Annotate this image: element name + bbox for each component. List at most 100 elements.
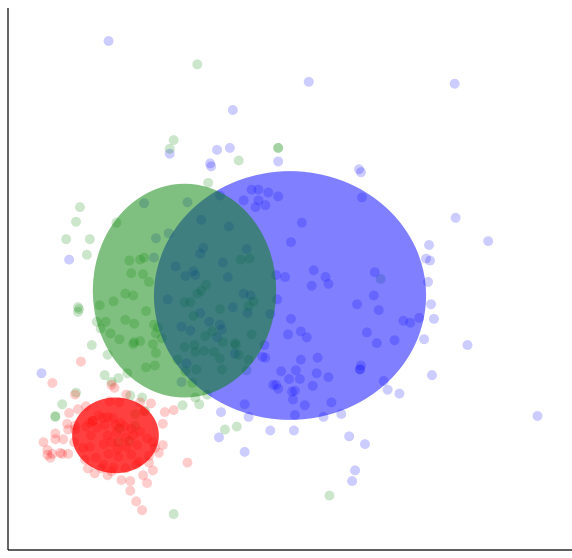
series-2-point [47, 377, 58, 388]
series-1-point [168, 135, 179, 146]
series-0-point [347, 476, 358, 487]
series-1-point [71, 387, 82, 398]
series-2-point [50, 428, 61, 439]
series-2-point [109, 382, 120, 393]
series-2-point [55, 447, 66, 458]
series-0-point [227, 104, 238, 115]
series-2-point [125, 476, 136, 487]
series-2-point [42, 449, 53, 460]
series-1-point [50, 410, 61, 421]
series-0-point [214, 432, 225, 443]
series-0-point [36, 368, 47, 379]
series-0-point [265, 425, 276, 436]
series-2-point [137, 505, 148, 516]
series-0-point [449, 78, 460, 89]
series-0-point [426, 299, 436, 310]
series-0-point [394, 388, 405, 399]
series-0-point [419, 334, 430, 345]
series-2-point [63, 424, 74, 435]
series-0-point [382, 384, 393, 395]
series-0-point [359, 439, 370, 450]
series-0-point [350, 465, 361, 476]
series-1-point [137, 392, 148, 403]
series-0-point [273, 156, 284, 167]
series-2-point [182, 457, 193, 468]
series-2-point [75, 356, 86, 367]
series-2-point [121, 389, 132, 400]
series-2-ellipse [72, 397, 159, 474]
series-2-point [159, 407, 170, 418]
series-0-point [354, 164, 365, 175]
series-0-point [344, 431, 355, 442]
series-0-point [164, 148, 175, 159]
series-0-point [212, 144, 223, 155]
series-1-point [81, 249, 92, 260]
series-1-point [203, 177, 214, 188]
series-0-point [426, 370, 437, 381]
series-0-point [355, 167, 366, 178]
series-2-point [57, 448, 68, 459]
series-1-point [71, 216, 82, 227]
series-1-point [273, 142, 284, 153]
series-2-point [153, 447, 164, 458]
series-1-point [106, 376, 117, 387]
series-1-point [231, 421, 242, 432]
series-2-point [47, 448, 58, 459]
series-2-point [125, 485, 136, 496]
series-0-point [532, 410, 543, 421]
series-1-point [73, 307, 84, 318]
series-1-point [113, 373, 124, 384]
series-2-point [168, 405, 179, 416]
series-0-point [421, 253, 432, 264]
series-0-point [483, 236, 494, 247]
series-0-point [288, 425, 299, 436]
series-2-point [145, 398, 156, 409]
series-2-point [131, 496, 142, 507]
series-2-point [89, 468, 100, 479]
series-2-point [157, 418, 168, 429]
series-1-point [273, 142, 284, 153]
series-2-point [62, 418, 73, 429]
series-0-point [303, 76, 314, 87]
series-1-point [99, 370, 110, 381]
series-1-point [61, 234, 72, 245]
series-1-point [57, 399, 68, 410]
series-1-point [86, 340, 97, 351]
series-2-point [70, 389, 81, 400]
series-2-point [38, 437, 49, 448]
series-1-point [50, 411, 61, 422]
series-0-point [428, 313, 439, 324]
series-1-point [194, 399, 205, 410]
series-0-point [450, 212, 461, 223]
series-2-point [73, 404, 84, 415]
series-2-point [106, 379, 117, 390]
series-0-point [224, 142, 235, 153]
series-2-point [64, 408, 75, 419]
series-2-point [58, 434, 69, 445]
series-1-point [125, 390, 136, 401]
series-1-point [84, 234, 95, 245]
series-1-point [168, 509, 179, 520]
series-1-point [73, 304, 84, 315]
series-0-point [103, 36, 114, 47]
series-0-point [462, 340, 473, 351]
series-2-point [42, 444, 53, 455]
series-2-point [142, 477, 153, 488]
series-0-point [215, 407, 226, 418]
plot-area [36, 36, 543, 520]
series-2-point [138, 470, 149, 481]
series-1-point [74, 202, 85, 213]
series-1-point [177, 400, 188, 411]
series-0-point [423, 276, 434, 287]
series-2-point [147, 465, 158, 476]
series-1-point [192, 59, 203, 70]
series-0-point [205, 158, 216, 169]
series-2-point [50, 434, 61, 445]
series-2-point [45, 452, 56, 463]
series-2-point [63, 448, 74, 459]
series-1-point [73, 302, 84, 313]
series-0-point [239, 446, 250, 457]
series-0-point [424, 240, 435, 251]
series-1-point [233, 155, 244, 166]
